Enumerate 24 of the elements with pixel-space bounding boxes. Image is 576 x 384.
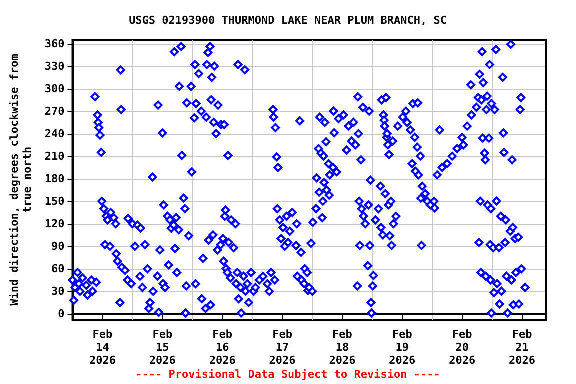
y-tick-label: 360 (44, 37, 65, 50)
x-tick-label: Feb 14 2026 (89, 328, 116, 367)
chart-title: USGS 02193900 THURMOND LAKE NEAR PLUM BRANCH, SC (129, 14, 447, 27)
y-tick-label: 270 (44, 104, 65, 118)
y-tick-label: 330 (44, 60, 65, 73)
x-tick-label: Feb 19 2026 (389, 328, 416, 367)
y-tick-label: 210 (44, 150, 65, 163)
x-tick-label: Feb 17 2026 (269, 328, 296, 367)
y-tick-label: 180 (44, 172, 65, 186)
x-tick-label: Feb 15 2026 (149, 328, 176, 367)
y-tick-label: 0 (58, 307, 65, 320)
y-tick-label: 120 (44, 217, 65, 230)
x-tick-label: Feb 20 2026 (449, 328, 476, 367)
y-axis-title: Wind direction, degrees clockwise from true north (8, 54, 34, 306)
y-tick-label: 60 (52, 262, 65, 276)
text: ---- Provisional Data Subject to Revision ---- (136, 368, 440, 381)
y-tick-label: 300 (44, 82, 65, 96)
y-tick-label: 90 (52, 240, 65, 253)
y-tick-label: 30 (52, 284, 65, 298)
x-tick-label: Feb 18 2026 (329, 328, 356, 367)
y-tick-label: 150 (44, 194, 65, 208)
x-tick-label: Feb 21 2026 (509, 328, 536, 367)
x-tick-label: Feb 16 2026 (209, 328, 236, 367)
y-tick-label: 240 (44, 127, 65, 140)
